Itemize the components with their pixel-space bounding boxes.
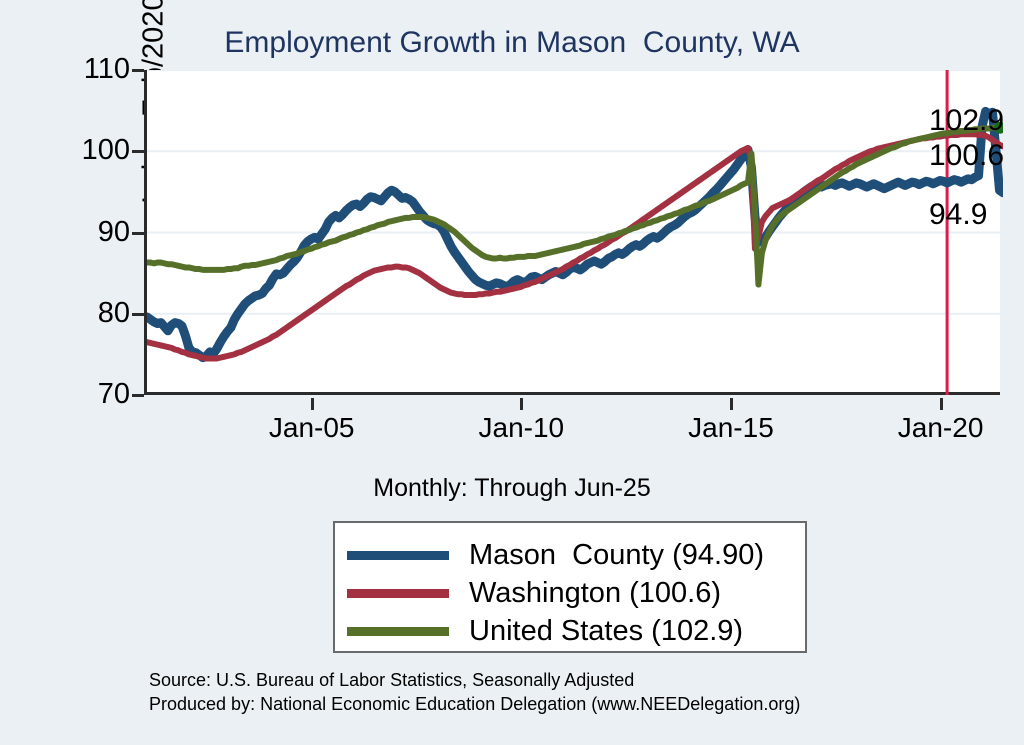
- legend-item[interactable]: Washington (100.6): [347, 573, 721, 613]
- legend-item[interactable]: Mason County (94.90): [347, 535, 764, 575]
- x-tick-mark: [310, 398, 314, 410]
- x-tick-label: Jan-10: [478, 412, 565, 443]
- legend-label: United States (102.9): [469, 614, 744, 647]
- series-line: [147, 106, 1003, 363]
- y-tick-mark: [132, 150, 144, 154]
- legend-item[interactable]: United States (102.9): [347, 611, 743, 651]
- end-point-marker: [994, 121, 1003, 134]
- y-tick-label: 80: [97, 296, 130, 329]
- end-value-label: 102.9: [929, 104, 1005, 137]
- footer-producer: Produced by: National Economic Education…: [149, 693, 801, 714]
- y-tick-label: 90: [97, 215, 130, 248]
- y-tick-label: 110: [83, 53, 130, 85]
- legend-color-swatch: [347, 588, 449, 598]
- footer-source: Source: U.S. Bureau of Labor Statistics,…: [149, 670, 635, 690]
- x-tick-label: Jan-15: [688, 412, 774, 443]
- legend-color-swatch: [347, 550, 449, 560]
- series-line: [147, 131, 1003, 362]
- legend-label: Washington (100.6): [469, 576, 722, 609]
- plot-area: [144, 70, 1003, 395]
- end-value-label: 100.6: [929, 139, 1005, 172]
- y-tick-mark: [132, 69, 144, 72]
- x-tick-label: Jan-05: [268, 412, 355, 443]
- legend-label: Mason County (94.90): [469, 538, 764, 571]
- y-tick-mark: [132, 312, 144, 316]
- series-line: [147, 124, 1003, 288]
- y-tick-label: 100: [81, 134, 130, 167]
- x-tick-mark: [939, 398, 943, 410]
- page-title: Employment Growth in Mason County, WA: [224, 26, 800, 59]
- x-tick-mark: [729, 398, 733, 410]
- x-axis-caption: Monthly: Through Jun-25: [373, 474, 651, 502]
- legend: Mason County (94.90) Washington (100.6) Un…: [333, 521, 807, 653]
- x-tick-label: Jan-20: [897, 412, 984, 443]
- legend-color-swatch: [347, 626, 449, 636]
- x-tick-mark: [520, 398, 524, 410]
- series-canvas: [147, 70, 1003, 395]
- y-tick-mark: [132, 231, 144, 235]
- end-value-label: 94.9: [929, 198, 988, 231]
- y-tick-label: 70: [97, 378, 130, 410]
- footer-note: Source: U.S. Bureau of Labor Statistics,…: [149, 669, 800, 717]
- y-tick-mark: [132, 394, 144, 397]
